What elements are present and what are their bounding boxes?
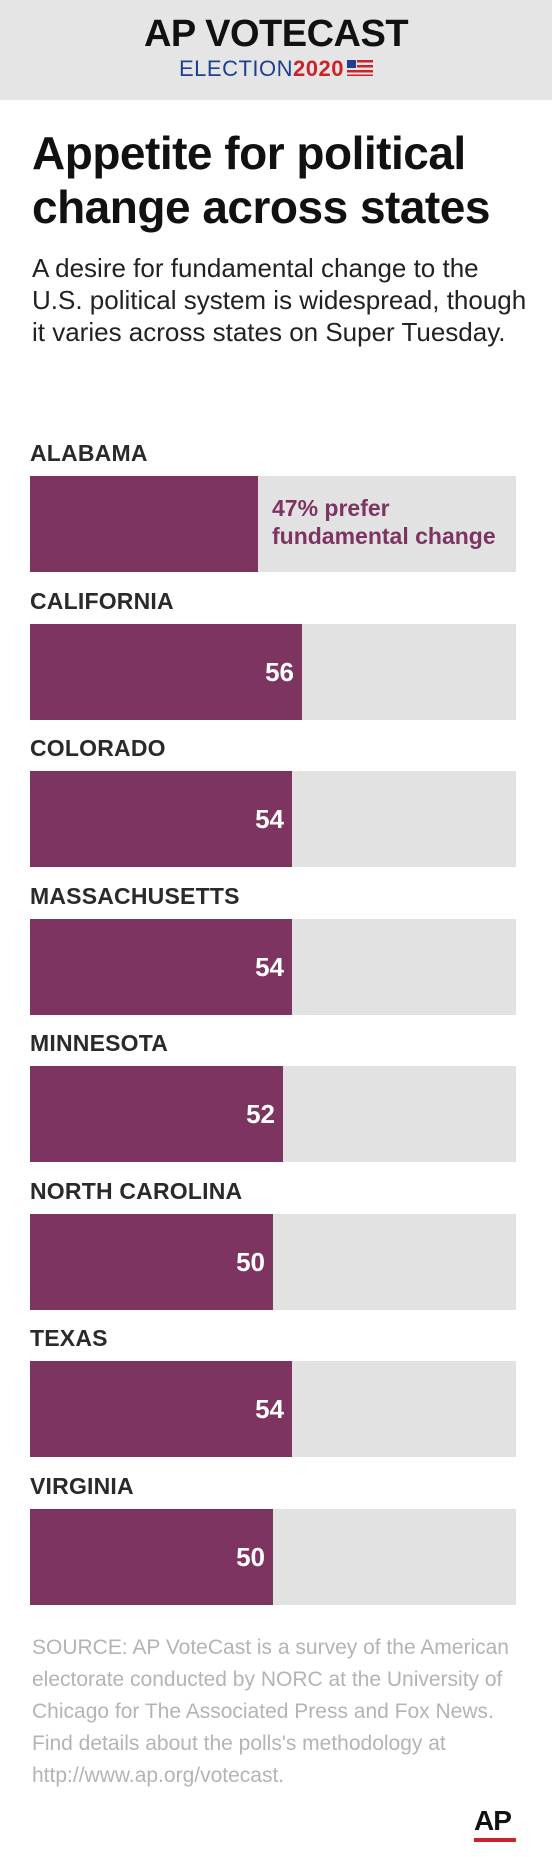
bar xyxy=(30,476,258,572)
bar-value-label: 50 xyxy=(236,1541,265,1572)
bar xyxy=(30,918,292,1015)
bar-track: 56 xyxy=(30,623,516,720)
state-label: VIRGINIA xyxy=(30,1472,134,1499)
brand-year: 2020 xyxy=(293,56,344,81)
source-note: SOURCE: AP VoteCast is a survey of the A… xyxy=(32,1636,509,1787)
state-label: ALABAMA xyxy=(30,440,148,466)
bar xyxy=(30,1508,273,1605)
bar xyxy=(30,1066,283,1162)
ap-logo-underline xyxy=(474,1838,516,1842)
ap-logo-text: AP xyxy=(474,1805,512,1836)
headline: Appetite for political change across sta… xyxy=(32,127,490,233)
state-label: CALIFORNIA xyxy=(30,587,174,614)
bar-track: 52 xyxy=(30,1066,516,1162)
bar-value-label: 54 xyxy=(255,951,284,982)
subhead: A desire for fundamental change to the U… xyxy=(32,253,527,347)
state-label: NORTH CAROLINA xyxy=(30,1177,243,1204)
brand-title: AP VOTECAST xyxy=(143,13,409,55)
state-label: COLORADO xyxy=(30,735,166,761)
header-band: AP VOTECAST ELECTION2020 xyxy=(0,0,552,100)
bar xyxy=(30,623,302,720)
bar-value-label: 52 xyxy=(246,1099,275,1129)
bar xyxy=(30,1213,273,1310)
bar-track: 54 xyxy=(30,1361,516,1457)
bar-annotation: 47% prefer fundamental change xyxy=(272,495,496,549)
bar-value-label: 50 xyxy=(236,1246,265,1277)
bar-value-label: 54 xyxy=(255,804,284,834)
ap-logo: AP xyxy=(474,1806,518,1846)
bar-value-label: 54 xyxy=(255,1394,284,1424)
bar-track: 54 xyxy=(30,771,516,867)
bar-track: 47% prefer fundamental change xyxy=(30,476,516,572)
brand-election: ELECTION xyxy=(179,56,294,81)
bar-value-label: 56 xyxy=(265,656,294,687)
bar xyxy=(30,771,292,867)
flag-icon xyxy=(346,60,373,77)
bar-track: 50 xyxy=(30,1508,516,1605)
state-label: MINNESOTA xyxy=(30,1030,169,1056)
state-label: MASSACHUSETTS xyxy=(30,882,240,909)
bar xyxy=(30,1361,292,1457)
state-label: TEXAS xyxy=(30,1325,108,1351)
bar-track: 54 xyxy=(30,918,516,1015)
bar-track: 50 xyxy=(30,1213,516,1310)
brand-subtitle: ELECTION2020 xyxy=(0,56,552,82)
